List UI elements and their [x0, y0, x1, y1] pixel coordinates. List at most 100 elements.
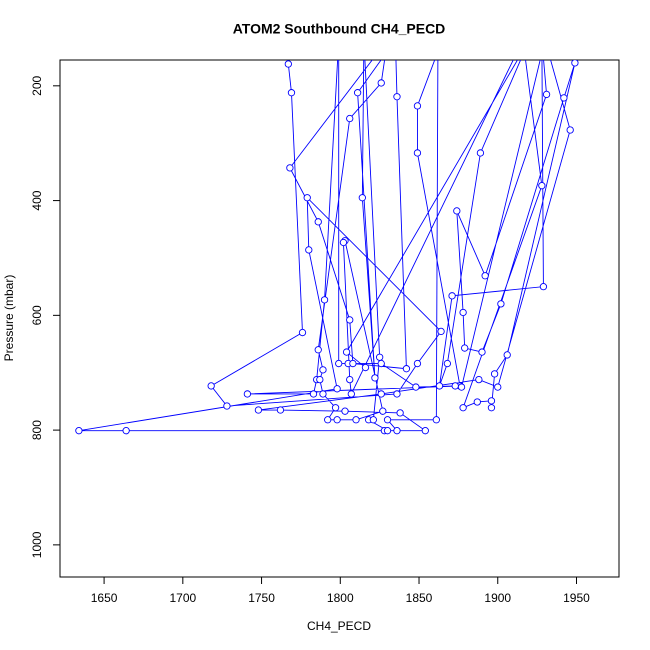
- data-point: [333, 416, 341, 424]
- data-point: [560, 94, 568, 102]
- data-point: [361, 37, 367, 43]
- data-point: [494, 383, 502, 391]
- data-point: [526, 37, 532, 43]
- data-point: [459, 404, 467, 412]
- data-point: [346, 114, 354, 123]
- data-point: [435, 48, 441, 54]
- data-point: [254, 406, 263, 414]
- x-tick-label: 1750: [248, 591, 275, 605]
- plot-frame: [59, 59, 620, 578]
- data-point: [347, 390, 355, 398]
- data-point: [451, 382, 459, 390]
- data-point: [361, 363, 370, 372]
- data-point: [435, 382, 444, 390]
- data-point: [287, 89, 296, 97]
- y-tick-label: 200: [30, 75, 44, 95]
- plot-area: [75, 37, 579, 435]
- data-point: [421, 427, 429, 435]
- data-point: [443, 359, 452, 368]
- data-point: [393, 427, 401, 435]
- data-point: [412, 383, 420, 391]
- data-point: [346, 316, 354, 324]
- data-point: [358, 194, 366, 202]
- data-point: [207, 382, 215, 390]
- data-point: [448, 292, 456, 300]
- data-point: [319, 390, 327, 398]
- data-point: [243, 390, 252, 398]
- data-point: [303, 194, 311, 202]
- data-point: [402, 365, 411, 373]
- data-point: [384, 37, 390, 43]
- data-line: [78, 60, 576, 432]
- data-point: [286, 164, 294, 172]
- data-point: [371, 374, 379, 382]
- data-point: [542, 90, 551, 99]
- x-tick-label: 1700: [169, 591, 196, 605]
- y-axis-label: Pressure (mbar): [2, 275, 16, 362]
- data-point: [339, 238, 348, 247]
- data-point: [336, 37, 342, 43]
- data-point: [341, 407, 349, 415]
- data-point: [284, 60, 292, 68]
- data-point: [377, 79, 385, 87]
- data-point: [413, 359, 422, 368]
- data-point: [571, 60, 579, 67]
- x-tick-label: 1850: [406, 591, 433, 605]
- data-point: [282, 37, 288, 43]
- data-point: [393, 390, 401, 398]
- data-point: [75, 427, 83, 435]
- data-point: [122, 427, 130, 435]
- data-point: [352, 416, 360, 424]
- data-point: [473, 398, 481, 406]
- data-point: [476, 149, 485, 157]
- x-tick-label: 1650: [91, 591, 118, 605]
- data-point: [377, 359, 385, 368]
- data-point: [487, 397, 496, 405]
- data-point: [298, 328, 307, 337]
- data-point: [335, 359, 343, 368]
- data-point: [453, 207, 461, 215]
- data-point: [320, 296, 329, 304]
- data-point: [413, 102, 422, 110]
- data-point: [396, 409, 404, 417]
- data-point: [497, 300, 505, 308]
- data-point: [520, 37, 526, 43]
- data-point: [383, 427, 392, 435]
- y-tick-label: 400: [30, 190, 44, 210]
- data-point: [331, 404, 340, 412]
- data-point: [316, 375, 324, 384]
- data-point: [481, 272, 489, 280]
- data-point: [566, 126, 574, 134]
- data-point: [503, 351, 511, 359]
- y-tick-label: 800: [30, 420, 44, 440]
- data-point: [324, 416, 332, 424]
- data-point: [333, 385, 341, 393]
- data-point: [459, 308, 467, 317]
- data-point: [305, 246, 313, 254]
- data-point: [377, 390, 385, 398]
- data-point: [276, 406, 285, 414]
- data-point: [223, 402, 231, 410]
- data-point: [437, 327, 445, 336]
- data-point: [490, 370, 499, 378]
- data-point: [376, 353, 384, 361]
- data-point: [457, 383, 466, 391]
- data-point: [432, 416, 440, 424]
- data-point: [379, 407, 387, 415]
- data-point: [353, 89, 362, 97]
- data-point: [487, 404, 496, 412]
- y-tick-label: 600: [30, 305, 44, 325]
- data-point: [393, 93, 401, 101]
- x-axis-label: CH4_PECD: [307, 619, 371, 633]
- x-tick-label: 1900: [484, 591, 511, 605]
- data-point: [309, 390, 318, 398]
- x-tick-label: 1800: [327, 591, 354, 605]
- data-point: [539, 37, 545, 43]
- data-point: [383, 416, 392, 424]
- data-point: [369, 416, 378, 424]
- data-point: [346, 375, 354, 384]
- x-tick-label: 1950: [563, 591, 590, 605]
- y-tick-label: 1000: [30, 531, 44, 558]
- data-point: [413, 149, 422, 157]
